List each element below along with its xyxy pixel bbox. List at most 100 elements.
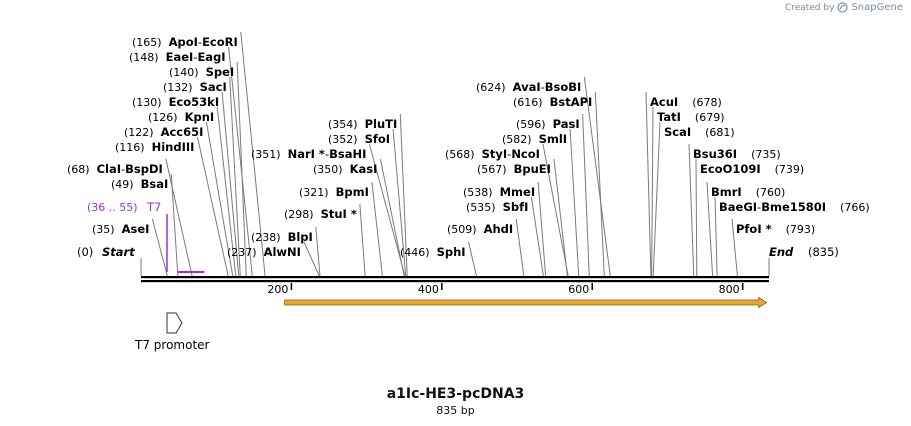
enzyme-name: ClaI — [97, 162, 121, 176]
enzyme-name: BsaI — [141, 177, 169, 191]
site-leader-line — [151, 218, 168, 277]
site-position: (624) — [476, 81, 506, 94]
site-label-avai: (624) AvaI - BsoBI — [476, 80, 581, 94]
enzyme-name: MmeI — [500, 185, 536, 199]
enzyme-name: SacI — [200, 80, 227, 94]
site-position: (616) — [513, 96, 543, 109]
site-position: (165) — [132, 36, 162, 49]
site-label-nari: (351) NarI * - BsaHI — [251, 147, 366, 161]
end-position: (835) — [808, 245, 839, 259]
site-leader-line — [706, 181, 714, 277]
site-label-tati: TatI (679) — [657, 110, 725, 124]
enzyme-name: BaeGI — [719, 200, 757, 214]
site-label-spei: (140) SpeI — [169, 65, 234, 79]
site-label-acc65i: (122) Acc65I — [124, 125, 203, 139]
site-leader-line — [731, 218, 738, 277]
site-position: (596) — [516, 118, 546, 131]
site-leader-line — [714, 196, 718, 277]
site-label-stui: (298) StuI * — [284, 207, 357, 221]
enzyme-name: KpnI — [185, 110, 215, 124]
site-label-sfoi: (352) SfoI — [328, 132, 390, 146]
site-leader-line — [468, 241, 477, 277]
site-leader-line — [368, 143, 406, 277]
enzyme-separator: - — [121, 162, 125, 176]
site-label-apoi: (165) ApoI - EcoRI — [132, 35, 238, 49]
enzyme-name: ScaI — [664, 125, 691, 139]
site-leader-line — [537, 181, 547, 277]
enzyme-name: NarI * — [288, 147, 325, 161]
primer-position: (36 .. 55) — [87, 201, 138, 214]
ruler-tick-label: 600 — [568, 283, 589, 296]
site-position: (567) — [477, 163, 507, 176]
credit-prefix: Created by — [784, 2, 835, 13]
site-position: (568) — [445, 148, 475, 161]
enzyme-name: StuI * — [321, 207, 357, 221]
site-position: (509) — [447, 223, 477, 236]
site-position: (739) — [775, 163, 805, 176]
site-leader-line — [594, 91, 605, 277]
site-leader-line — [542, 143, 569, 277]
enzyme-name: AseI — [122, 222, 150, 236]
site-position: (68) — [67, 163, 90, 176]
ruler-tick-label: 400 — [418, 283, 439, 296]
site-label-eco53ki: (130) Eco53kI — [132, 95, 219, 109]
site-leader-line — [216, 106, 237, 277]
site-position: (735) — [751, 148, 781, 161]
enzyme-name: KasI — [350, 162, 378, 176]
site-position: (582) — [502, 133, 532, 146]
site-label-ahdi: (509) AhdI — [447, 222, 513, 236]
site-leader-line — [165, 158, 193, 277]
enzyme-name: EagI — [197, 50, 225, 64]
enzyme-name: BmrI — [711, 185, 742, 199]
site-position: (352) — [328, 133, 358, 146]
site-label-baegi: BaeGI - Bme1580I (766) — [719, 200, 870, 214]
site-label-saci: (132) SacI — [163, 80, 227, 94]
ruler-tick-label: 800 — [719, 283, 740, 296]
site-leader-line — [229, 76, 241, 277]
site-position: (148) — [129, 51, 159, 64]
site-leader-line — [583, 76, 611, 277]
site-label-bmri: BmrI (760) — [711, 185, 785, 199]
site-label-bpuei: (567) BpuEI — [477, 162, 551, 176]
site-label-ecoo109i: EcoO109I (739) — [700, 162, 804, 176]
primer-label: T7 — [146, 200, 161, 214]
orf-feature-arrow — [284, 296, 768, 309]
site-label-hindiii: (116) HindIII — [115, 140, 194, 154]
enzyme-name: SphI — [437, 245, 466, 259]
site-position: (140) — [169, 66, 199, 79]
site-position: (535) — [466, 201, 496, 214]
site-leader-line — [196, 136, 229, 277]
site-label-kpni: (126) KpnI — [148, 110, 214, 124]
site-leader-line — [569, 128, 580, 277]
plasmid-name: a1Ic-HE3-pcDNA3 — [386, 386, 525, 402]
site-position: (238) — [251, 231, 281, 244]
site-position: (351) — [251, 148, 281, 161]
enzyme-name: Eco53kI — [169, 95, 220, 109]
enzyme-name: AhdI — [484, 222, 514, 236]
site-label-bpmi: (321) BpmI — [299, 185, 369, 199]
site-leader-line — [303, 241, 320, 277]
site-label-bsu36i: Bsu36I (735) — [693, 147, 781, 161]
enzyme-name: PluTI — [365, 117, 398, 131]
site-label-pluti: (354) PluTI — [328, 117, 397, 131]
start-position: (0) — [77, 245, 93, 259]
enzyme-name: TatI — [657, 110, 681, 124]
site-label-sbfi: (535) SbfI — [466, 200, 528, 214]
enzyme-name: AvaI — [513, 80, 541, 94]
enzyme-name: EaeI — [166, 50, 194, 64]
site-position: (35) — [92, 223, 115, 236]
site-leader-line — [645, 91, 652, 277]
site-leader-line — [228, 46, 253, 277]
site-position: (766) — [840, 201, 870, 214]
site-label-mmei: (538) MmeI — [463, 185, 535, 199]
site-position: (350) — [313, 163, 343, 176]
site-position: (116) — [115, 141, 145, 154]
enzyme-name: EcoRI — [202, 35, 238, 49]
site-position: (681) — [705, 126, 735, 139]
enzyme-name: Acc65I — [161, 125, 204, 139]
site-position: (126) — [148, 111, 178, 124]
site-position: (130) — [132, 96, 162, 109]
enzyme-separator: - — [198, 35, 202, 49]
site-label-pfoi: PfoI * (793) — [736, 222, 815, 236]
